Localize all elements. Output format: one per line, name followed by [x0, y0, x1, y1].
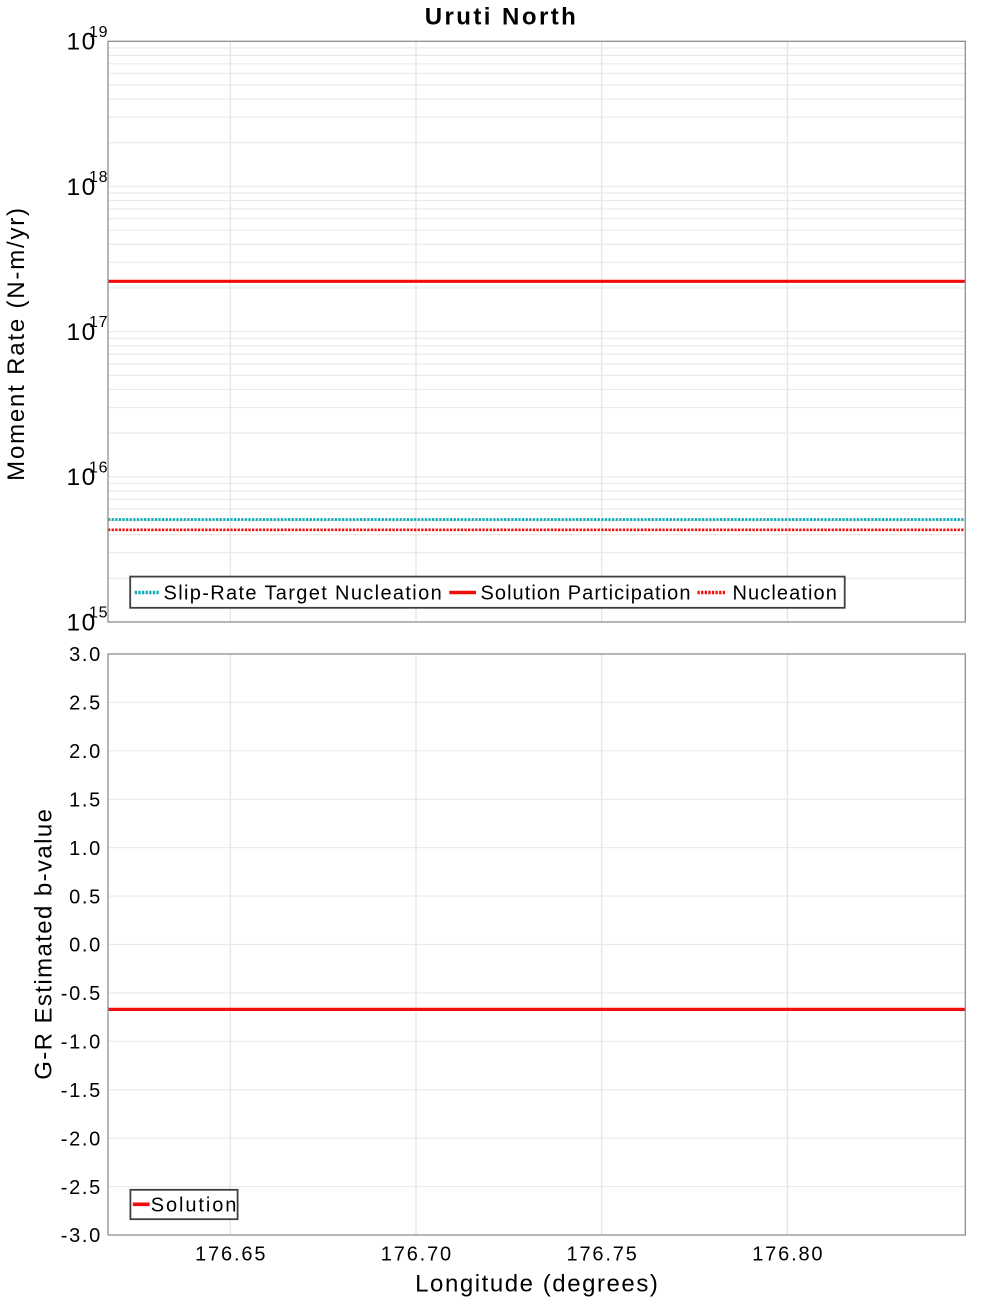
svg-text:2.5: 2.5 — [69, 693, 102, 715]
svg-text:2.0: 2.0 — [69, 741, 102, 763]
svg-text:18: 18 — [89, 169, 108, 186]
svg-text:1.0: 1.0 — [69, 838, 102, 860]
svg-text:Nucleation: Nucleation — [733, 583, 839, 605]
svg-text:10: 10 — [67, 609, 97, 636]
svg-text:176.70: 176.70 — [381, 1244, 453, 1266]
svg-text:16: 16 — [89, 459, 108, 476]
svg-text:17: 17 — [89, 314, 108, 331]
svg-text:-2.5: -2.5 — [61, 1177, 102, 1199]
svg-text:1.5: 1.5 — [69, 790, 102, 812]
svg-text:Solution: Solution — [151, 1194, 238, 1216]
svg-text:3.0: 3.0 — [69, 644, 102, 666]
svg-text:19: 19 — [89, 24, 108, 41]
svg-text:Longitude (degrees): Longitude (degrees) — [415, 1271, 659, 1298]
svg-text:-1.5: -1.5 — [61, 1080, 102, 1102]
svg-text:Solution Participation: Solution Participation — [481, 583, 692, 605]
svg-text:176.80: 176.80 — [752, 1244, 824, 1266]
svg-text:-1.0: -1.0 — [61, 1032, 102, 1054]
svg-text:10: 10 — [67, 29, 97, 56]
svg-text:10: 10 — [67, 319, 97, 346]
svg-text:Slip-Rate Target Nucleation: Slip-Rate Target Nucleation — [164, 583, 444, 605]
svg-text:176.65: 176.65 — [195, 1244, 267, 1266]
svg-text:15: 15 — [89, 605, 108, 622]
svg-text:0.5: 0.5 — [69, 886, 102, 908]
svg-text:Moment Rate (N-m/yr): Moment Rate (N-m/yr) — [3, 206, 30, 481]
svg-text:10: 10 — [67, 464, 97, 491]
svg-text:-2.0: -2.0 — [61, 1128, 102, 1150]
svg-text:-3.0: -3.0 — [61, 1225, 102, 1247]
svg-text:Uruti North: Uruti North — [425, 4, 579, 31]
svg-text:176.75: 176.75 — [566, 1244, 638, 1266]
svg-text:10: 10 — [67, 174, 97, 201]
svg-text:0.0: 0.0 — [69, 935, 102, 957]
svg-text:-0.5: -0.5 — [61, 983, 102, 1005]
svg-text:G-R Estimated b-value: G-R Estimated b-value — [31, 808, 58, 1080]
